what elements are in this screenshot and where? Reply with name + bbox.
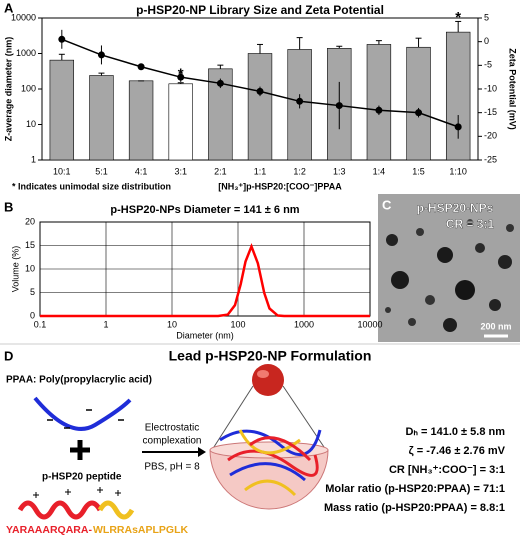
micrograph-title: p-HSP20-NPs [417, 201, 494, 215]
note: * Indicates unimodal size distribution [12, 181, 171, 191]
y-tick-label: 0 [30, 310, 35, 320]
y2-tick-label: 0 [484, 36, 489, 46]
line [40, 242, 370, 318]
chart-title: p-HSP20-NP Library Size and Zeta Potenti… [136, 3, 384, 17]
marker [58, 35, 66, 43]
y-tick-label: 5 [30, 287, 35, 297]
sequence-part: WLRRAsAPLPGLK [93, 524, 188, 536]
x-axis-label: Diameter (nm) [176, 330, 234, 340]
x-tick-label: 10:1 [53, 166, 71, 176]
y2-tick-label: -25 [484, 154, 497, 164]
y-axis-label: Volume (%) [10, 246, 20, 293]
panel-label: D [4, 348, 13, 363]
x-tick-label: 10 [167, 319, 177, 329]
x-tick-label: 1000 [294, 319, 314, 329]
marker [97, 51, 105, 59]
micrograph: C p-HSP20-NPs CR = 3:1 200 nm [378, 194, 520, 342]
x-tick-label: 1:10 [449, 166, 467, 176]
property: ζ = -7.46 ± 2.76 mV [409, 445, 506, 457]
arrow-label: complexation [143, 436, 202, 447]
marker [415, 109, 423, 117]
y-axis-label: Z-average diameter (nm) [3, 37, 13, 142]
formulation-diagram: Lead p-HSP20-NP Formulation PPAA: Poly(p… [0, 343, 520, 536]
y-tick-label: 20 [25, 216, 35, 226]
bar [168, 83, 193, 161]
property: Molar ratio (p-HSP20:PPAA) = 71:1 [325, 483, 505, 495]
polymer-label: PPAA: Poly(propylacrylic acid) [6, 375, 152, 386]
marker [454, 123, 462, 131]
arrow-label: Electrostatic [145, 423, 199, 434]
marker [335, 102, 343, 110]
y-tick-label: 10000 [11, 12, 36, 22]
bar [89, 75, 114, 161]
property: CR [NH₃⁺:COO⁻] = 3:1 [389, 464, 505, 476]
y2-tick-label: 5 [484, 12, 489, 22]
y-tick-label: 10 [25, 263, 35, 273]
x-tick-label: 4:1 [135, 166, 148, 176]
micrograph-subtitle: CR = 3:1 [446, 217, 495, 231]
marker [137, 63, 145, 71]
marker [216, 79, 224, 87]
y-tick-label: 1 [31, 154, 36, 164]
bar [366, 44, 392, 161]
bar [247, 53, 273, 161]
y-tick-label: 1000 [16, 48, 36, 58]
bar [406, 46, 431, 161]
chart-title: p-HSP20-NPs Diameter = 141 ± 6 nm [110, 204, 299, 216]
x-tick-label: 3:1 [174, 166, 187, 176]
marker [177, 73, 185, 81]
bar [128, 80, 154, 161]
y-tick-label: 10 [26, 119, 36, 129]
y2-tick-label: -5 [484, 60, 492, 70]
y-tick-label: 15 [25, 240, 35, 250]
marker [256, 87, 264, 95]
annotation: * [178, 66, 184, 83]
sequence-part: YARAAARQARA- [6, 524, 92, 536]
scale-bar-label: 200 nm [480, 321, 511, 331]
bar [445, 31, 471, 161]
property: Dₕ = 141.0 ± 5.8 nm [406, 426, 506, 438]
x-axis-label: [NH₃⁺]p-HSP20:[COO⁻]PPAA [218, 181, 342, 191]
x-tick-label: 2:1 [214, 166, 227, 176]
y2-tick-label: -20 [484, 131, 497, 141]
marker [375, 106, 383, 114]
x-tick-label: 1:1 [254, 166, 267, 176]
bar [49, 59, 75, 161]
panel-label: A [4, 0, 14, 15]
y2-tick-label: -10 [484, 83, 497, 93]
x-tick-label: 1:5 [412, 166, 425, 176]
x-tick-label: 10000 [357, 319, 382, 329]
marker [296, 97, 304, 105]
y2-axis-label: Zeta Potential (mV) [508, 48, 518, 130]
x-tick-label: 1 [103, 319, 108, 329]
x-tick-label: 1:4 [373, 166, 386, 176]
panel-label: B [4, 199, 13, 214]
x-tick-label: 1:2 [293, 166, 306, 176]
x-tick-label: 100 [230, 319, 245, 329]
y2-tick-label: -15 [484, 107, 497, 117]
panel-label: C [382, 197, 392, 212]
peptide-label: p-HSP20 peptide [42, 472, 122, 483]
x-tick-label: 1:3 [333, 166, 346, 176]
y-tick-label: 100 [21, 83, 36, 93]
x-tick-label: 0.1 [34, 319, 47, 329]
property: Mass ratio (p-HSP20:PPAA) = 8.8:1 [324, 502, 505, 514]
diagram-title: Lead p-HSP20-NP Formulation [169, 348, 372, 364]
arrow-label: PBS, pH = 8 [144, 462, 200, 473]
annotation: * [455, 9, 461, 26]
x-tick-label: 5:1 [95, 166, 108, 176]
